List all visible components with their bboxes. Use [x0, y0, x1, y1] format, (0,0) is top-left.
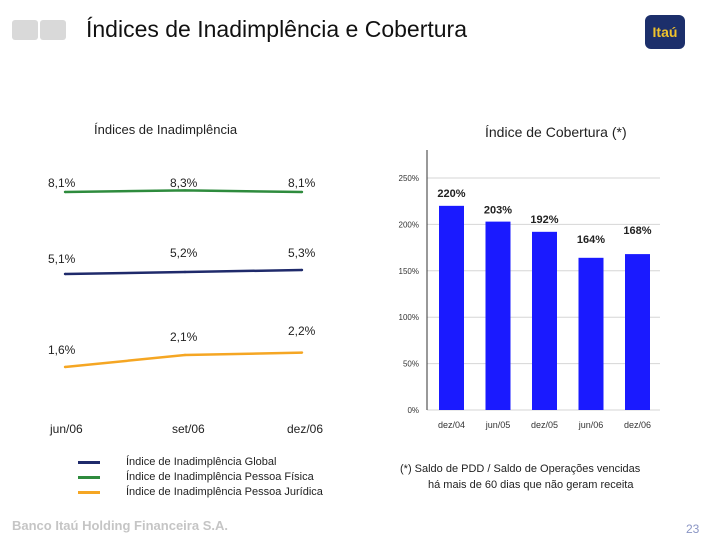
legend-label-global: Índice de Inadimplência Global: [126, 456, 277, 468]
pj-label-dez06: 2,2%: [288, 324, 316, 338]
bar-chart-title: Índice de Cobertura (*): [485, 124, 627, 140]
bar-y-tick-150: 150%: [399, 267, 419, 276]
global-label-jun06: 5,1%: [48, 252, 76, 266]
bar-value-label-dez-06: 168%: [623, 225, 651, 237]
legend-swatch-global: [78, 461, 100, 464]
legend-item-global: Índice de Inadimplência Global: [78, 455, 323, 470]
page-title: Índices de Inadimplência e Cobertura: [86, 16, 468, 42]
header-decoration-right: [40, 20, 66, 40]
itau-logo: Itaú: [645, 15, 685, 49]
pf-label-dez06: 8,1%: [288, 176, 316, 190]
line-point-pf-2: [300, 190, 304, 194]
footnote: (*) Saldo de PDD / Saldo de Operações ve…: [400, 461, 640, 493]
line-point-pf-1: [183, 189, 187, 192]
pf-label-set06: 8,3%: [170, 176, 198, 190]
global-label-dez06: 5,3%: [288, 246, 316, 260]
line-point-global-2: [300, 268, 304, 272]
bar-y-tick-0: 0%: [407, 406, 419, 415]
line-point-global-1: [183, 270, 187, 274]
bar-jun-06: [578, 257, 604, 410]
bar-value-label-jun-06: 164%: [577, 234, 605, 246]
bar-value-label-dez-05: 192%: [530, 214, 558, 226]
bar-x-label-jun-05: jun/05: [485, 420, 511, 430]
bar-x-label-dez-05: dez/05: [531, 420, 558, 430]
pf-label-jun06: 8,1%: [48, 176, 76, 190]
legend-label-pj: Índice de Inadimplência Pessoa Jurídica: [126, 486, 323, 498]
header-decoration-left: [12, 20, 38, 40]
line-point-pj-2: [300, 351, 304, 354]
bar-y-tick-250: 250%: [399, 174, 419, 183]
pj-label-set06: 2,1%: [170, 330, 198, 344]
line-point-global-0: [63, 272, 67, 276]
bar-y-tick-100: 100%: [399, 313, 419, 322]
legend-swatch-pj: [78, 491, 100, 494]
bar-dez-04: [439, 205, 464, 410]
bar-y-tick-50: 50%: [403, 360, 419, 369]
legend-label-pf: Índice de Inadimplência Pessoa Física: [126, 471, 314, 483]
x-label-dez06: dez/06: [287, 422, 324, 436]
bar-x-label-dez-04: dez/04: [438, 420, 465, 430]
x-label-jun06: jun/06: [50, 422, 83, 436]
line-chart-title: Índices de Inadimplência: [94, 122, 238, 137]
footnote-line-1: (*) Saldo de PDD / Saldo de Operações ve…: [400, 463, 641, 475]
bar-x-label-dez-06: dez/06: [624, 420, 651, 430]
footnote-line-2: há mais de 60 dias que não geram receita: [428, 479, 634, 491]
pj-label-jun06: 1,6%: [48, 343, 76, 357]
legend-swatch-pf: [78, 476, 100, 479]
bar-jun-05: [485, 221, 511, 410]
line-point-pf-0: [63, 190, 67, 194]
x-label-set06: set/06: [172, 422, 205, 436]
legend-item-pj: Índice de Inadimplência Pessoa Jurídica: [78, 485, 323, 500]
line-point-pj-0: [63, 365, 67, 369]
legend-item-pf: Índice de Inadimplência Pessoa Física: [78, 470, 323, 485]
line-chart-legend: Índice de Inadimplência Global Índice de…: [78, 455, 323, 500]
footer-company: Banco Itaú Holding Financeira S.A.: [12, 518, 228, 533]
bar-value-label-dez-04: 220%: [437, 188, 465, 200]
bar-dez-05: [532, 231, 557, 410]
line-point-pj-1: [183, 353, 187, 357]
bar-dez-06: [625, 254, 650, 410]
bar-y-tick-200: 200%: [399, 220, 419, 229]
bar-x-label-jun-06: jun/06: [578, 420, 604, 430]
global-label-set06: 5,2%: [170, 246, 198, 260]
page-number: 23: [686, 522, 700, 536]
bar-value-label-jun-05: 203%: [484, 205, 512, 217]
